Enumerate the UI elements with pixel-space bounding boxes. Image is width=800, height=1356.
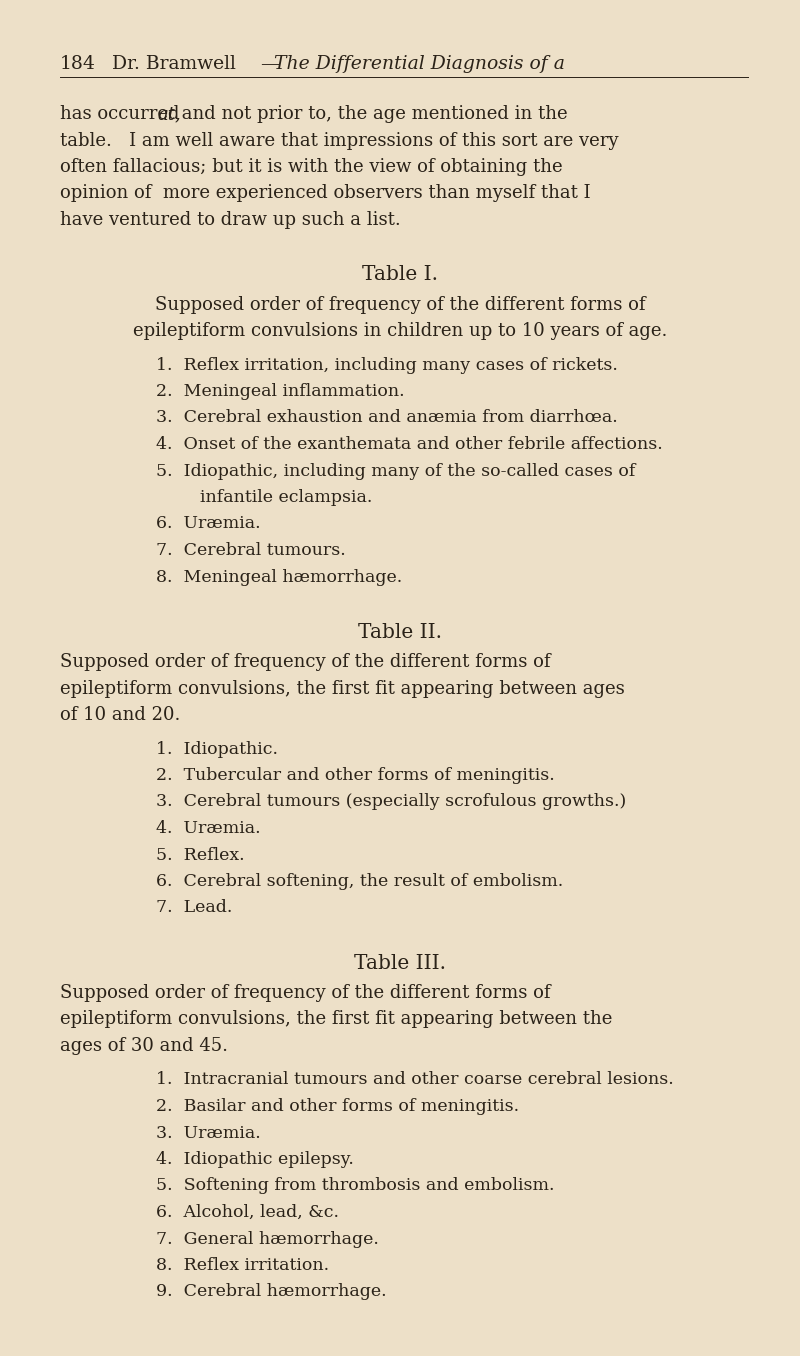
- Text: 4.  Idiopathic epilepsy.: 4. Idiopathic epilepsy.: [156, 1151, 354, 1168]
- Text: 8.  Reflex irritation.: 8. Reflex irritation.: [156, 1257, 329, 1275]
- Text: 8.  Meningeal hæmorrhage.: 8. Meningeal hæmorrhage.: [156, 568, 402, 586]
- Text: ages of 30 and 45.: ages of 30 and 45.: [60, 1037, 228, 1055]
- Text: Supposed order of frequency of the different forms of: Supposed order of frequency of the diffe…: [60, 984, 550, 1002]
- Text: 6.  Cerebral softening, the result of embolism.: 6. Cerebral softening, the result of emb…: [156, 873, 563, 890]
- Text: 3.  Cerebral exhaustion and anæmia from diarrhœa.: 3. Cerebral exhaustion and anæmia from d…: [156, 410, 618, 427]
- Text: Table I.: Table I.: [362, 266, 438, 285]
- Text: 1.  Intracranial tumours and other coarse cerebral lesions.: 1. Intracranial tumours and other coarse…: [156, 1071, 674, 1089]
- Text: 2.  Meningeal inflammation.: 2. Meningeal inflammation.: [156, 382, 405, 400]
- Text: of 10 and 20.: of 10 and 20.: [60, 706, 180, 724]
- Text: 7.  General hæmorrhage.: 7. General hæmorrhage.: [156, 1230, 379, 1248]
- Text: 7.  Lead.: 7. Lead.: [156, 899, 232, 917]
- Text: at,: at,: [157, 104, 181, 123]
- Text: 6.  Uræmia.: 6. Uræmia.: [156, 515, 261, 533]
- Text: 6.  Alcohol, lead, &c.: 6. Alcohol, lead, &c.: [156, 1204, 339, 1220]
- Text: 5.  Softening from thrombosis and embolism.: 5. Softening from thrombosis and embolis…: [156, 1177, 554, 1195]
- Text: and not prior to, the age mentioned in the: and not prior to, the age mentioned in t…: [176, 104, 568, 123]
- Text: 2.  Tubercular and other forms of meningitis.: 2. Tubercular and other forms of meningi…: [156, 767, 554, 784]
- Text: 4.  Onset of the exanthemata and other febrile affections.: 4. Onset of the exanthemata and other fe…: [156, 437, 662, 453]
- Text: 1.  Reflex irritation, including many cases of rickets.: 1. Reflex irritation, including many cas…: [156, 357, 618, 373]
- Text: opinion of  more experienced observers than myself that I: opinion of more experienced observers th…: [60, 184, 590, 202]
- Text: 1.  Idiopathic.: 1. Idiopathic.: [156, 740, 278, 758]
- Text: 7.  Cerebral tumours.: 7. Cerebral tumours.: [156, 542, 346, 559]
- Text: Table III.: Table III.: [354, 955, 446, 974]
- Text: The Differential Diagnosis of a: The Differential Diagnosis of a: [274, 56, 565, 73]
- Text: 9.  Cerebral hæmorrhage.: 9. Cerebral hæmorrhage.: [156, 1284, 386, 1300]
- Text: 4.  Uræmia.: 4. Uræmia.: [156, 820, 261, 837]
- Text: 3.  Cerebral tumours (especially scrofulous growths.): 3. Cerebral tumours (especially scrofulo…: [156, 793, 626, 811]
- Text: Supposed order of frequency of the different forms of: Supposed order of frequency of the diffe…: [154, 296, 646, 313]
- Text: table.   I am well aware that impressions of this sort are very: table. I am well aware that impressions …: [60, 132, 618, 149]
- Text: Dr. Bramwell: Dr. Bramwell: [112, 56, 236, 73]
- Text: has occurred: has occurred: [60, 104, 186, 123]
- Text: epileptiform convulsions, the first fit appearing between ages: epileptiform convulsions, the first fit …: [60, 679, 625, 697]
- Text: epileptiform convulsions in children up to 10 years of age.: epileptiform convulsions in children up …: [133, 321, 667, 340]
- Text: often fallacious; but it is with the view of obtaining the: often fallacious; but it is with the vie…: [60, 159, 562, 176]
- Text: 3.  Uræmia.: 3. Uræmia.: [156, 1124, 261, 1142]
- Text: Table II.: Table II.: [358, 622, 442, 641]
- Text: 2.  Basilar and other forms of meningitis.: 2. Basilar and other forms of meningitis…: [156, 1098, 519, 1115]
- Text: 184: 184: [60, 56, 96, 73]
- Text: have ventured to draw up such a list.: have ventured to draw up such a list.: [60, 212, 401, 229]
- Text: 5.  Idiopathic, including many of the so-called cases of: 5. Idiopathic, including many of the so-…: [156, 462, 635, 480]
- Text: Supposed order of frequency of the different forms of: Supposed order of frequency of the diffe…: [60, 654, 550, 671]
- Text: infantile eclampsia.: infantile eclampsia.: [156, 490, 372, 506]
- Text: 5.  Reflex.: 5. Reflex.: [156, 846, 245, 864]
- Text: epileptiform convulsions, the first fit appearing between the: epileptiform convulsions, the first fit …: [60, 1010, 612, 1028]
- Text: —: —: [260, 56, 279, 73]
